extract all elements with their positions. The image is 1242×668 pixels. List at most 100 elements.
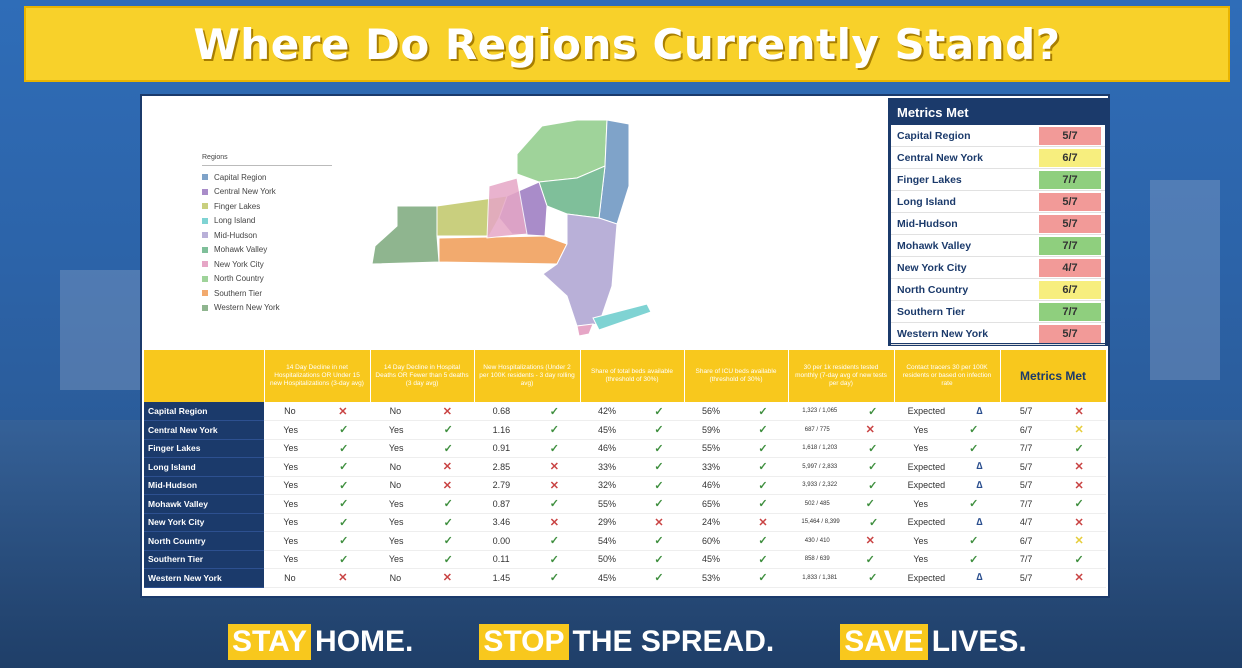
table-cell-value: 45% xyxy=(701,554,720,565)
table-cell-value: 59% xyxy=(701,424,720,435)
table-cell: 29% ✕ xyxy=(580,513,684,532)
metrics-table: 14 Day Decline in net Hospitalizations O… xyxy=(144,350,1107,588)
metrics-met-value: 5/7 xyxy=(1039,214,1101,233)
table-cell: 0.68 ✓ xyxy=(474,402,580,421)
check-icon: ✓ xyxy=(1074,553,1084,566)
table-cell: 46% ✓ xyxy=(580,439,684,458)
table-cell-content: 6/7 ✕ xyxy=(1000,423,1106,436)
map-region-western-new-york xyxy=(371,205,440,265)
table-cell-value: No xyxy=(389,572,402,583)
check-icon: ✓ xyxy=(654,479,664,492)
table-row: Capital Region No ✕ No ✕ 0.68 ✓ 42% ✓ 56% ✓ 1,323 /… xyxy=(144,402,1106,421)
table-cell: Expected ∆ xyxy=(894,457,1000,477)
table-cell-content: 430 / 410 ✕ xyxy=(788,534,894,547)
legend-swatch xyxy=(202,217,208,224)
metrics-met-value: 5/7 xyxy=(1039,324,1101,343)
table-cell-content: Expected ∆ xyxy=(894,406,1000,417)
table-cell: No ✕ xyxy=(264,402,370,421)
table-cell-value: 29% xyxy=(597,517,616,528)
table-cell-content: Yes ✓ xyxy=(894,497,1000,510)
table-cell: 0.87 ✓ xyxy=(474,494,580,514)
check-icon: ✓ xyxy=(758,405,768,418)
table-cell-value: Yes xyxy=(388,535,404,546)
table-cell-value: 55% xyxy=(701,443,720,454)
legend-label: Western New York xyxy=(214,303,280,313)
check-icon: ✓ xyxy=(654,553,664,566)
table-header-cell xyxy=(144,350,265,402)
table-cell-value: Yes xyxy=(283,443,299,454)
table-region-name: Mid-Hudson xyxy=(144,476,264,495)
metrics-met-row: New York City 4/7 xyxy=(891,257,1105,279)
check-icon: ✓ xyxy=(549,553,559,566)
table-cell-content: 33% ✓ xyxy=(580,460,684,473)
table-cell: 46% ✓ xyxy=(684,476,788,495)
table-cell: Yes ✓ xyxy=(264,457,370,477)
table-cell: 4/7 ✕ xyxy=(1000,513,1106,532)
table-cell-value: Yes xyxy=(283,424,299,435)
table-cell: 55% ✓ xyxy=(580,494,684,514)
table-cell: 53% ✓ xyxy=(684,568,788,588)
table-row: Southern Tier Yes ✓ Yes ✓ 0.11 ✓ 50% ✓ 45% ✓ 858 / … xyxy=(144,550,1106,569)
table-cell-value: 45% xyxy=(597,424,616,435)
table-cell-value: 46% xyxy=(597,443,616,454)
new-york-state-map xyxy=(371,119,652,337)
table-cell-value: 3,933 / 2,322 xyxy=(802,482,838,489)
slogan-highlight: STAY xyxy=(228,624,312,660)
table-cell-content: 1,323 / 1,065 ✓ xyxy=(788,405,894,418)
table-cell: Yes ✓ xyxy=(264,420,370,440)
metrics-met-value: 7/7 xyxy=(1039,170,1101,189)
table-cell-value: 0.00 xyxy=(492,535,511,546)
check-icon: ✓ xyxy=(549,405,559,418)
check-icon: ✓ xyxy=(868,442,878,455)
table-cell-content: No ✕ xyxy=(264,405,370,418)
table-cell-value: 0.87 xyxy=(492,498,511,509)
table-cell: Yes ✓ xyxy=(370,513,474,532)
table-cell-value: 54% xyxy=(597,535,616,546)
table-cell: 54% ✓ xyxy=(580,531,684,551)
table-cell: 687 / 775 ✕ xyxy=(788,420,894,440)
table-cell-content: No ✕ xyxy=(264,571,370,584)
check-icon: ✓ xyxy=(549,572,559,585)
table-cell-value: Yes xyxy=(913,554,929,565)
table-cell-value: 7/7 xyxy=(1019,443,1033,454)
table-cell-content: 45% ✓ xyxy=(580,571,684,584)
x-icon: ✕ xyxy=(442,572,452,585)
metrics-met-region: Central New York xyxy=(897,151,983,164)
table-cell-value: 60% xyxy=(701,535,720,546)
table-cell-content: No ✕ xyxy=(370,405,474,418)
table-cell-value: 2.79 xyxy=(492,480,511,491)
map-region-southern-tier xyxy=(438,235,568,265)
metrics-met-value: 4/7 xyxy=(1039,258,1101,277)
legend-label: Capital Region xyxy=(214,172,267,182)
map-region-long-island xyxy=(592,303,652,331)
background-building xyxy=(60,270,140,390)
table-cell-value: 55% xyxy=(597,498,616,509)
map-area: Regions Capital Region Central New York Fi… xyxy=(142,96,886,348)
table-cell: 50% ✓ xyxy=(580,550,684,569)
table-cell-content: 24% ✕ xyxy=(684,516,788,529)
table-cell-content: 45% ✓ xyxy=(580,423,684,436)
table-cell-value: 33% xyxy=(701,461,720,472)
table-cell-value: 53% xyxy=(701,572,720,583)
slogan-text: HOME. xyxy=(315,625,414,658)
table-cell-value: 7/7 xyxy=(1019,554,1033,565)
table-region-name: Finger Lakes xyxy=(144,439,264,458)
table-cell: 24% ✕ xyxy=(684,513,788,532)
check-icon: ✓ xyxy=(339,424,349,437)
check-icon: ✓ xyxy=(1074,498,1084,511)
check-icon: ✓ xyxy=(443,535,453,548)
legend-swatch xyxy=(202,290,208,297)
table-row: Finger Lakes Yes ✓ Yes ✓ 0.91 ✓ 46% ✓ 55% ✓ 1,618 /… xyxy=(144,439,1106,458)
legend-title: Regions xyxy=(202,154,332,166)
table-cell-value: 65% xyxy=(701,498,720,509)
check-icon: ✓ xyxy=(758,498,768,511)
metrics-met-row: Western New York 5/7 xyxy=(891,323,1105,345)
check-icon: ✓ xyxy=(758,442,768,455)
table-header-cell: 30 per 1k residents tested monthly (7-da… xyxy=(788,350,895,402)
table-cell-value: 1,323 / 1,065 xyxy=(802,408,838,414)
table-cell-content: 1.16 ✓ xyxy=(474,423,580,436)
table-region-name: New York City xyxy=(144,513,264,532)
check-icon: ✓ xyxy=(549,498,559,511)
table-header-cell: 14 Day Decline in net Hospitalizations O… xyxy=(264,350,371,402)
table-cell: 5/7 ✕ xyxy=(1000,476,1106,495)
